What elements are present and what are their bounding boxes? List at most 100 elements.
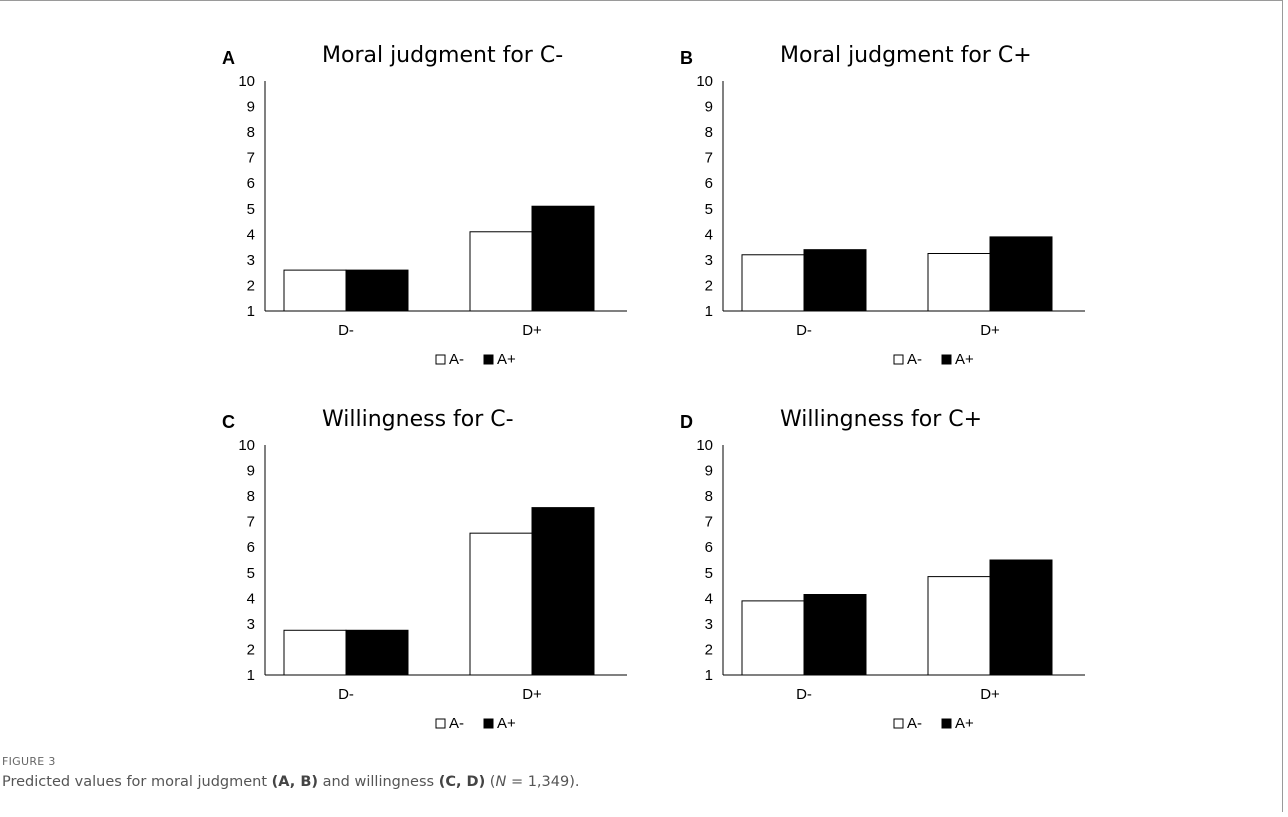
legend-label-a-minus: A- (449, 351, 464, 368)
caption-n-open: ( (485, 774, 496, 790)
bar-aminus-dminus (283, 629, 347, 676)
y-tick-label: 9 (705, 99, 713, 116)
bar-aplus-dminus (345, 269, 409, 312)
bar-aminus-dminus (741, 254, 805, 312)
bar-aplus-dminus (803, 594, 867, 676)
caption-n-value: = 1,349). (506, 774, 580, 790)
legend-swatch-a-plus (941, 354, 952, 365)
legend-label-a-plus: A+ (497, 715, 516, 732)
legend-swatch-a-plus (483, 718, 494, 729)
y-tick-label: 1 (705, 303, 713, 320)
chart-title: Willingness for C+ (780, 407, 983, 432)
chart-svg: 1 2 3 4 5 6 7 8 9 10 D- D+ A- A+ (696, 73, 1085, 368)
x-category-label: D+ (522, 322, 542, 339)
bar-aplus-dminus (803, 249, 867, 312)
legend-label-a-minus: A- (907, 715, 922, 732)
bar-aplus-dminus (345, 629, 409, 676)
y-tick-label: 3 (247, 616, 255, 633)
figure-caption: FIGURE 3 Predicted values for moral judg… (2, 755, 1202, 790)
y-tick-label: 6 (247, 175, 255, 192)
chart-svg: 1 2 3 4 5 6 7 8 9 10 D- D+ A- A+ (238, 437, 627, 732)
chart-panel-b: B Moral judgment for C+ 1 2 3 4 5 6 7 8 9 10 D- D+ A- A… (680, 43, 1150, 396)
legend-swatch-a-minus (435, 718, 446, 729)
panel-letter: D (680, 412, 693, 432)
y-tick-label: 9 (247, 99, 255, 116)
bar-aminus-dplus (469, 231, 533, 312)
caption-mid: and willingness (318, 774, 439, 790)
caption-panels-cd: (C, D) (438, 774, 486, 790)
y-tick-label: 8 (247, 488, 255, 505)
bar-aplus-dplus (989, 559, 1053, 676)
legend-swatch-a-minus (435, 354, 446, 365)
chart-svg: 1 2 3 4 5 6 7 8 9 10 D- D+ A- A+ (238, 73, 627, 368)
bar-aminus-dplus (469, 532, 533, 676)
y-tick-label: 4 (705, 590, 713, 607)
y-tick-label: 2 (247, 641, 255, 658)
legend-label-a-plus: A+ (955, 715, 974, 732)
y-tick-label: 8 (705, 488, 713, 505)
figure-label: FIGURE 3 (2, 755, 56, 768)
y-tick-label: 8 (705, 124, 713, 141)
y-tick-label: 9 (247, 463, 255, 480)
y-tick-label: 7 (705, 514, 713, 531)
y-tick-label: 5 (705, 201, 713, 218)
legend-label-a-minus: A- (449, 715, 464, 732)
y-tick-label: 8 (247, 124, 255, 141)
x-category-label: D- (338, 322, 354, 339)
bar-aplus-dplus (531, 507, 595, 676)
x-category-label: D+ (980, 322, 1000, 339)
chart-title: Moral judgment for C- (322, 43, 564, 68)
bar-aplus-dplus (531, 205, 595, 312)
legend-label-a-plus: A+ (955, 351, 974, 368)
caption-text: Predicted values for moral judgment (A, … (2, 774, 1202, 790)
x-category-label: D+ (522, 686, 542, 703)
y-tick-label: 2 (247, 277, 255, 294)
y-tick-label: 9 (705, 463, 713, 480)
chart-panel-d: D Willingness for C+ 1 2 3 4 5 6 7 8 9 10 D- D+ A- A+ (680, 407, 1150, 760)
chart-title: Willingness for C- (322, 407, 514, 432)
chart-svg: 1 2 3 4 5 6 7 8 9 10 D- D+ A- A+ (696, 437, 1085, 732)
y-tick-label: 5 (705, 565, 713, 582)
x-category-label: D- (338, 686, 354, 703)
y-tick-label: 7 (247, 514, 255, 531)
legend-swatch-a-plus (483, 354, 494, 365)
y-tick-label: 6 (705, 175, 713, 192)
y-tick-label: 7 (247, 150, 255, 167)
y-tick-label: 6 (705, 539, 713, 556)
bar-aminus-dplus (927, 253, 991, 312)
y-tick-label: 1 (705, 667, 713, 684)
bar-aminus-dplus (927, 576, 991, 676)
legend-label-a-minus: A- (907, 351, 922, 368)
y-tick-label: 4 (247, 590, 255, 607)
legend-swatch-a-minus (893, 718, 904, 729)
bar-aplus-dplus (989, 236, 1053, 312)
x-category-label: D- (796, 686, 812, 703)
y-tick-label: 4 (705, 226, 713, 243)
caption-pre: Predicted values for moral judgment (2, 774, 272, 790)
y-tick-label: 2 (705, 641, 713, 658)
chart-panel-a: A Moral judgment for C- 1 2 3 4 5 6 7 8 9 10 D- D+ A- A… (222, 43, 692, 396)
y-tick-label: 4 (247, 226, 255, 243)
y-tick-label: 5 (247, 201, 255, 218)
y-tick-label: 10 (696, 437, 713, 454)
y-tick-label: 10 (238, 73, 255, 90)
panel-letter: A (222, 48, 235, 68)
chart-panel-c: C Willingness for C- 1 2 3 4 5 6 7 8 9 10 D- D+ A- A+ (222, 407, 692, 760)
bar-aminus-dminus (283, 269, 347, 312)
x-category-label: D- (796, 322, 812, 339)
y-tick-label: 5 (247, 565, 255, 582)
y-tick-label: 1 (247, 667, 255, 684)
y-tick-label: 2 (705, 277, 713, 294)
panel-letter: C (222, 412, 235, 432)
y-tick-label: 3 (705, 252, 713, 269)
panel-letter: B (680, 48, 693, 68)
caption-n-symbol: N (495, 774, 507, 790)
bar-aminus-dminus (741, 600, 805, 676)
y-tick-label: 10 (238, 437, 255, 454)
x-category-label: D+ (980, 686, 1000, 703)
caption-panels-ab: (A, B) (271, 774, 318, 790)
y-tick-label: 10 (696, 73, 713, 90)
legend-swatch-a-minus (893, 354, 904, 365)
y-tick-label: 3 (247, 252, 255, 269)
